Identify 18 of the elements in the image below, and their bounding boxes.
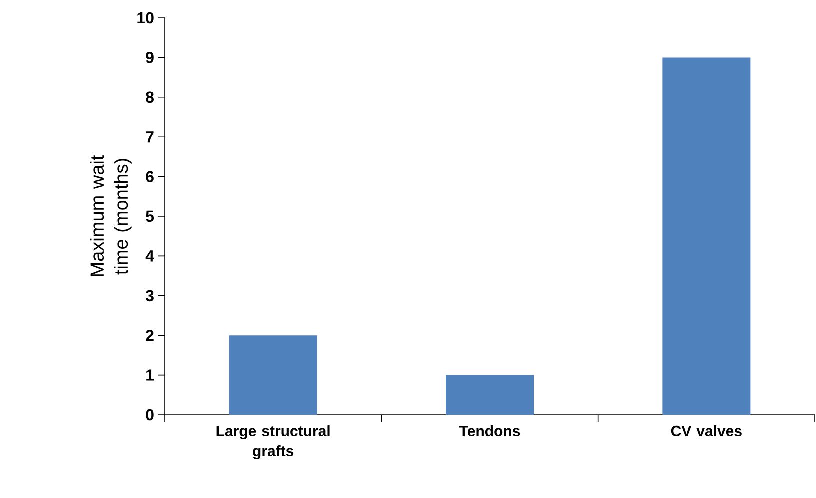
y-tick-label: 4 <box>146 250 154 262</box>
bar <box>446 375 534 415</box>
x-tick-label: Large structural grafts <box>216 426 330 460</box>
x-tick-label: Tendons <box>459 426 520 437</box>
y-tick-label: 1 <box>146 370 154 381</box>
bar <box>229 336 318 415</box>
y-tick-label: 8 <box>146 92 154 104</box>
bar <box>662 58 751 415</box>
y-tick-label: 9 <box>146 52 154 64</box>
y-tick-label: 10 <box>138 12 154 24</box>
y-tick-label: 2 <box>146 330 154 342</box>
y-tick-label: 3 <box>146 290 154 302</box>
x-tick-label: CV valves <box>671 426 742 437</box>
y-tick-label: 6 <box>146 171 154 182</box>
y-tick-label: 0 <box>146 409 154 421</box>
y-tick-label: 7 <box>146 132 154 143</box>
y-axis-title: Maximum wait time (months) <box>90 155 132 276</box>
y-tick-label: 5 <box>146 210 154 222</box>
